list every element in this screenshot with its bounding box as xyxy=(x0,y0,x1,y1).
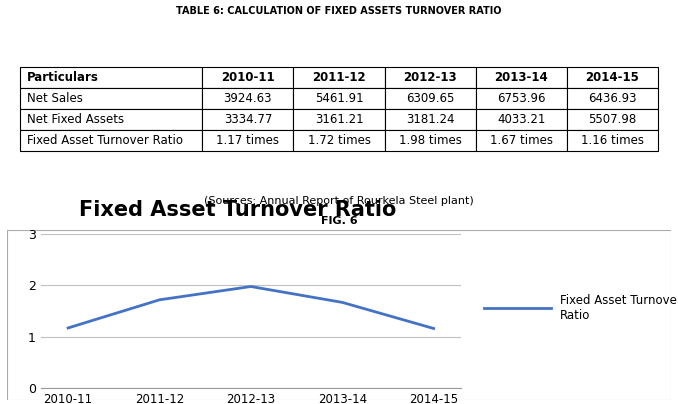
Text: Fixed Asset Turnover
Ratio: Fixed Asset Turnover Ratio xyxy=(560,294,678,322)
Text: TABLE 6: CALCULATION OF FIXED ASSETS TURNOVER RATIO: TABLE 6: CALCULATION OF FIXED ASSETS TUR… xyxy=(176,6,502,16)
FancyBboxPatch shape xyxy=(7,230,671,400)
Text: (Sources: Annual Report of Rourkela Steel plant): (Sources: Annual Report of Rourkela Stee… xyxy=(204,196,474,206)
Text: FIG. 6: FIG. 6 xyxy=(321,216,357,226)
Text: Fixed Asset Turnover Ratio: Fixed Asset Turnover Ratio xyxy=(79,200,396,220)
